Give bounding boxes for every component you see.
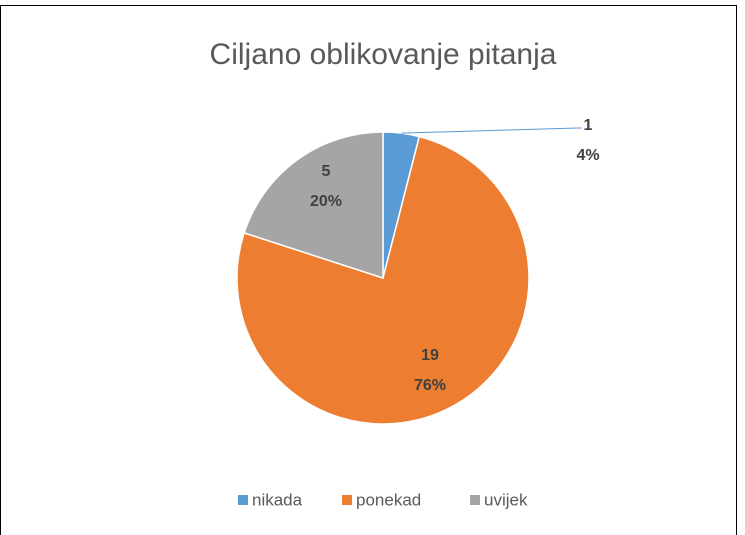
data-label: 1 xyxy=(584,117,593,134)
legend-label: nikada xyxy=(252,490,303,509)
chart-title: Ciljano oblikovanje pitanja xyxy=(210,38,557,71)
legend-swatch xyxy=(342,495,352,505)
legend-label: ponekad xyxy=(356,490,421,509)
legend-swatch xyxy=(470,495,480,505)
percentage-label: 76% xyxy=(414,377,446,394)
pie-slice xyxy=(243,131,384,280)
data-label: 5 xyxy=(322,163,331,180)
percentage-label: 4% xyxy=(576,147,599,164)
leader-line xyxy=(401,127,582,134)
pie-slice xyxy=(236,135,530,425)
legend-label: uvijek xyxy=(484,490,528,509)
legend-swatch xyxy=(238,495,248,505)
data-label: 19 xyxy=(421,347,439,364)
percentage-label: 20% xyxy=(310,193,342,210)
